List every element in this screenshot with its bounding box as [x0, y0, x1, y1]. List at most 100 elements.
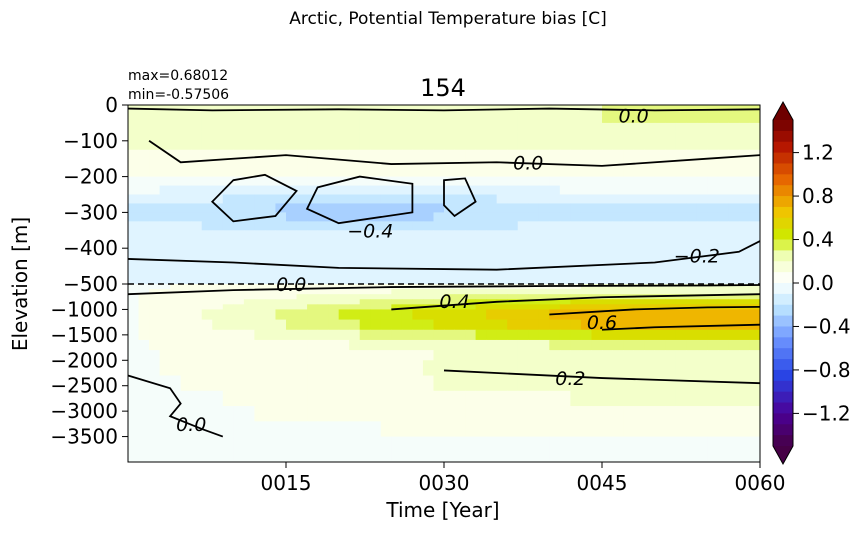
- heatmap-cell: [496, 158, 508, 169]
- colorbar-segment: [773, 185, 793, 197]
- heatmap-cell: [686, 299, 698, 305]
- heatmap-cell: [201, 131, 213, 142]
- heatmap-cell: [738, 289, 750, 295]
- heatmap-cell: [286, 299, 298, 305]
- heatmap-cell: [749, 350, 761, 361]
- heatmap-cell: [264, 108, 276, 117]
- heatmap-cell: [559, 248, 571, 258]
- heatmap-cell: [212, 350, 224, 361]
- heatmap-cell: [317, 149, 329, 160]
- heatmap-cell: [570, 406, 582, 422]
- colorbar-tick-label: −1.2: [802, 401, 851, 425]
- heatmap-cell: [222, 339, 234, 351]
- heatmap-cell: [201, 390, 213, 407]
- heatmap-cell: [401, 105, 413, 110]
- heatmap-cell: [507, 360, 519, 377]
- heatmap-cell: [233, 360, 245, 377]
- heatmap-cell: [138, 390, 150, 407]
- heatmap-cell: [149, 294, 161, 300]
- heatmap-cell: [380, 149, 392, 160]
- heatmap-cell: [128, 266, 140, 276]
- heatmap-cell: [707, 266, 719, 276]
- heatmap-cell: [391, 294, 403, 300]
- heatmap-cell: [170, 221, 182, 231]
- heatmap-cell: [254, 319, 266, 331]
- heatmap-cell: [644, 360, 656, 377]
- heatmap-cell: [433, 421, 445, 438]
- heatmap-cell: [328, 421, 340, 438]
- heatmap-cell: [349, 203, 361, 213]
- heatmap-cell: [328, 309, 340, 321]
- heatmap-cell: [728, 158, 740, 169]
- heatmap-cell: [707, 176, 719, 187]
- heatmap-cell: [444, 309, 456, 321]
- heatmap-cell: [275, 275, 287, 285]
- heatmap-cell: [686, 289, 698, 295]
- heatmap-cell: [549, 319, 561, 331]
- heatmap-cell: [212, 108, 224, 117]
- heatmap-cell: [654, 309, 666, 321]
- heatmap-cell: [264, 105, 276, 110]
- heatmap-cell: [412, 203, 424, 213]
- heatmap-cell: [222, 230, 234, 240]
- heatmap-cell: [296, 421, 308, 438]
- heatmap-cell: [338, 390, 350, 407]
- heatmap-cell: [454, 105, 466, 110]
- heatmap-cell: [602, 299, 614, 305]
- heatmap-cell: [717, 212, 729, 222]
- heatmap-cell: [623, 329, 635, 341]
- heatmap-cell: [338, 436, 350, 463]
- heatmap-cell: [422, 131, 434, 142]
- heatmap-cell: [233, 185, 245, 195]
- heatmap-cell: [433, 203, 445, 213]
- heatmap-cell: [243, 319, 255, 331]
- heatmap-cell: [412, 299, 424, 305]
- heatmap-cell: [602, 436, 614, 463]
- heatmap-cell: [212, 221, 224, 231]
- heatmap-cell: [454, 257, 466, 267]
- heatmap-cell: [296, 299, 308, 305]
- heatmap-cell: [517, 203, 529, 213]
- heatmap-cell: [433, 248, 445, 258]
- colorbar-segment: [773, 174, 793, 186]
- heatmap-cell: [475, 108, 487, 117]
- heatmap-cell: [359, 309, 371, 321]
- heatmap-cell: [149, 203, 161, 213]
- y-tick-label: −1000: [50, 297, 118, 321]
- heatmap-cell: [296, 185, 308, 195]
- heatmap-cell: [686, 339, 698, 351]
- heatmap-cell: [454, 294, 466, 300]
- heatmap-cell: [538, 108, 550, 117]
- heatmap-cell: [475, 309, 487, 321]
- heatmap-cell: [496, 289, 508, 295]
- heatmap-cell: [749, 212, 761, 222]
- heatmap-cell: [486, 421, 498, 438]
- heatmap-cell: [580, 319, 592, 331]
- heatmap-cell: [128, 108, 140, 117]
- heatmap-cell: [180, 149, 192, 160]
- heatmap-cell: [370, 167, 382, 178]
- heatmap-cell: [570, 203, 582, 213]
- heatmap-cell: [201, 140, 213, 151]
- heatmap-cell: [191, 329, 203, 341]
- heatmap-cell: [538, 304, 550, 310]
- heatmap-cell: [633, 319, 645, 331]
- heatmap-cell: [728, 360, 740, 377]
- heatmap-cell: [675, 221, 687, 231]
- heatmap-cell: [201, 230, 213, 240]
- heatmap-cell: [422, 289, 434, 295]
- heatmap-cell: [254, 131, 266, 142]
- heatmap-cell: [696, 212, 708, 222]
- heatmap-cell: [338, 266, 350, 276]
- heatmap-cell: [465, 122, 477, 133]
- heatmap-cell: [612, 140, 624, 151]
- heatmap-cell: [675, 436, 687, 463]
- heatmap-cell: [580, 266, 592, 276]
- heatmap-cell: [517, 304, 529, 310]
- heatmap-cell: [222, 319, 234, 331]
- heatmap-cell: [496, 375, 508, 392]
- heatmap-cell: [170, 248, 182, 258]
- colorbar-segment: [773, 380, 793, 393]
- heatmap-cell: [307, 158, 319, 169]
